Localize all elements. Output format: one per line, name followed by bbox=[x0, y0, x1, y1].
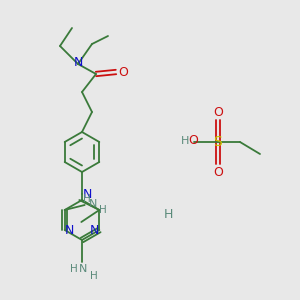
Text: O: O bbox=[188, 134, 198, 148]
Text: H: H bbox=[181, 136, 189, 146]
Text: N: N bbox=[79, 264, 87, 274]
Text: H: H bbox=[163, 208, 173, 221]
Text: O: O bbox=[118, 65, 128, 79]
Text: O: O bbox=[213, 166, 223, 178]
Text: O: O bbox=[213, 106, 223, 118]
Text: H: H bbox=[83, 194, 91, 204]
Text: S: S bbox=[214, 135, 222, 149]
Text: N: N bbox=[88, 199, 97, 209]
Text: N: N bbox=[82, 188, 92, 202]
Text: N: N bbox=[65, 224, 74, 236]
Text: H: H bbox=[70, 264, 78, 274]
Text: H: H bbox=[99, 205, 106, 215]
Text: N: N bbox=[73, 56, 83, 70]
Text: H: H bbox=[90, 271, 98, 281]
Text: N: N bbox=[90, 224, 99, 236]
